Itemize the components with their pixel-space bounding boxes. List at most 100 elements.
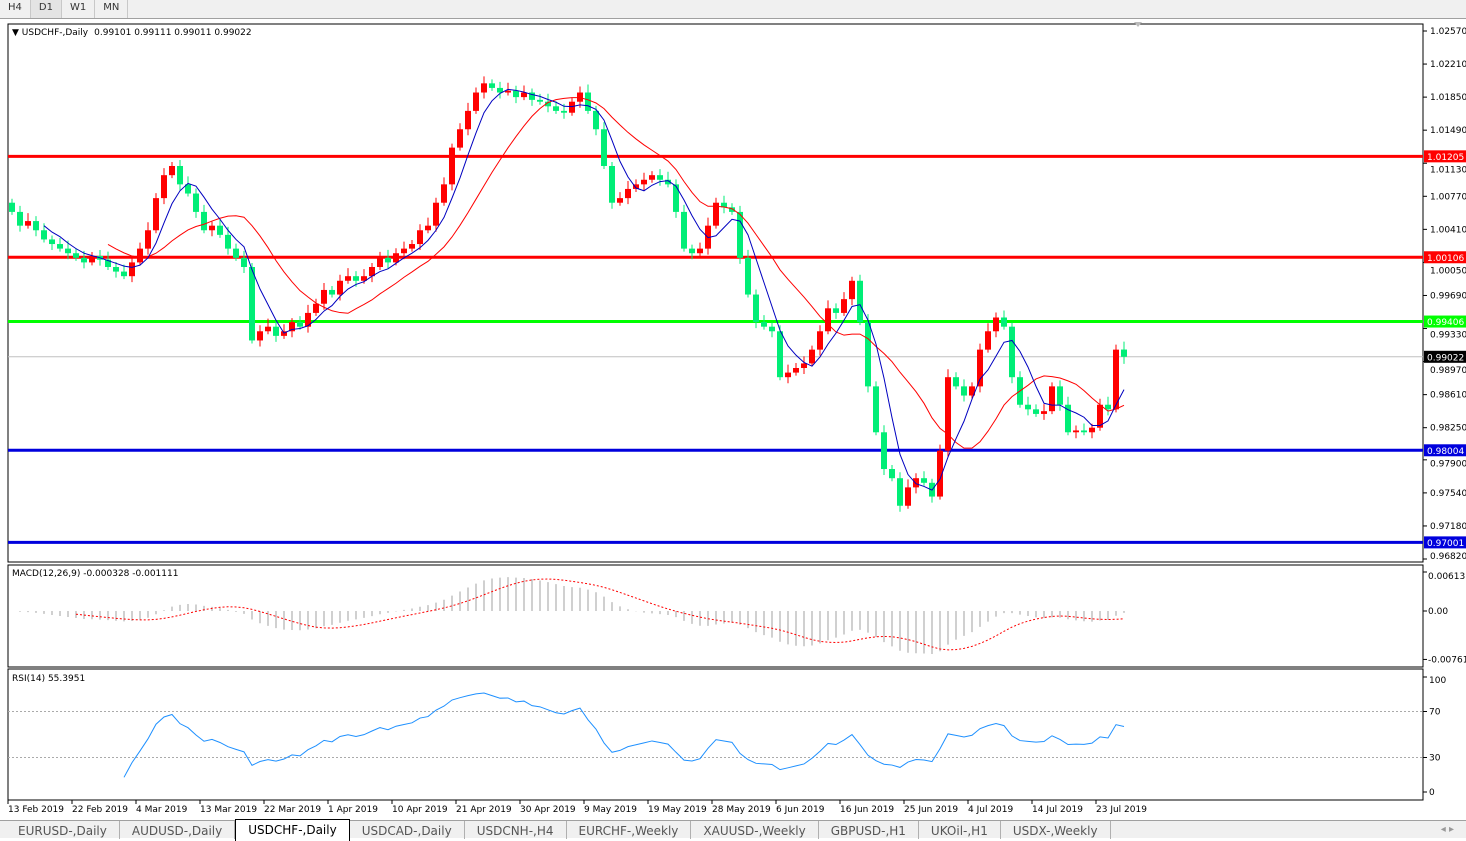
candle-body bbox=[873, 386, 879, 433]
tab-scroll-arrows-icon[interactable]: ◂ ▸ bbox=[1440, 824, 1454, 835]
candle-body bbox=[953, 377, 959, 387]
date-tick-label: 1 Apr 2019 bbox=[328, 805, 378, 815]
candle-body bbox=[809, 349, 815, 364]
candle-body bbox=[1001, 317, 1007, 327]
candle-body bbox=[65, 248, 71, 254]
candle-body bbox=[697, 248, 703, 254]
date-tick-label: 19 May 2019 bbox=[648, 805, 707, 815]
rsi-label: RSI(14) 55.3951 bbox=[12, 674, 85, 684]
price-tick-label: 0.97180 bbox=[1430, 522, 1466, 532]
candle-body bbox=[601, 129, 607, 166]
chart-tab[interactable]: AUDUSD-,Daily bbox=[120, 821, 236, 839]
level-price-badge bbox=[1424, 444, 1466, 457]
level-price-label: 1.01205 bbox=[1427, 153, 1464, 163]
chart-tab[interactable]: USDX-,Weekly bbox=[1001, 821, 1111, 839]
candle-body bbox=[137, 248, 143, 263]
candle-body bbox=[857, 280, 863, 323]
date-tick-label: 9 May 2019 bbox=[584, 805, 637, 815]
price-tick-label: 1.00050 bbox=[1430, 266, 1466, 276]
rsi-tick-label: 0 bbox=[1429, 788, 1435, 798]
price-tick-label: 0.96820 bbox=[1430, 552, 1466, 562]
rsi-panel bbox=[7, 668, 1424, 801]
candle-body bbox=[81, 257, 87, 263]
candle-body bbox=[1089, 427, 1095, 433]
candle-body bbox=[233, 248, 239, 258]
date-tick-label: 10 Apr 2019 bbox=[392, 805, 448, 815]
candle-body bbox=[1033, 409, 1039, 414]
candle-body bbox=[689, 248, 695, 254]
candle-body bbox=[209, 225, 215, 231]
candle-body bbox=[417, 230, 423, 245]
date-tick-label: 4 Mar 2019 bbox=[136, 805, 188, 815]
level-price-badge bbox=[1424, 150, 1466, 163]
candle-body bbox=[449, 147, 455, 185]
candle-body bbox=[169, 165, 175, 176]
date-tick-label: 14 Jul 2019 bbox=[1032, 805, 1083, 815]
chart-tab[interactable]: USDCNH-,H4 bbox=[465, 821, 567, 839]
candle-body bbox=[1105, 404, 1111, 410]
candle-body bbox=[985, 331, 991, 350]
level-price-badge bbox=[1424, 251, 1466, 264]
chart-tab[interactable]: USDCHF-,Daily bbox=[235, 819, 350, 841]
symbol-label: USDCHF-,Daily bbox=[22, 28, 89, 38]
timeframe-h4[interactable]: H4 bbox=[0, 0, 31, 18]
candle-body bbox=[289, 322, 295, 332]
candle-body bbox=[145, 230, 151, 249]
rsi-tick-label: 100 bbox=[1429, 676, 1446, 686]
candle-body bbox=[481, 83, 487, 93]
level-price-badge bbox=[1424, 315, 1466, 328]
date-tick-label: 21 Apr 2019 bbox=[456, 805, 512, 815]
candle-body bbox=[313, 303, 319, 313]
candle-body bbox=[665, 179, 671, 185]
candle-body bbox=[265, 326, 271, 332]
chart-tabs: EURUSD-,Daily AUDUSD-,Daily USDCHF-,Daily U… bbox=[0, 819, 1466, 841]
candle-body bbox=[849, 280, 855, 300]
chart-tab[interactable]: GBPUSD-,H1 bbox=[819, 821, 919, 839]
chart-tab[interactable]: EURCHF-,Weekly bbox=[567, 821, 692, 839]
level-price-badge bbox=[1424, 536, 1466, 549]
candle-body bbox=[921, 478, 927, 483]
candle-body bbox=[73, 253, 79, 258]
candle-body bbox=[225, 234, 231, 249]
candle-body bbox=[121, 271, 127, 277]
candle-body bbox=[1081, 430, 1087, 433]
chart-tab[interactable]: USDCAD-,Daily bbox=[350, 821, 465, 839]
candle-body bbox=[945, 377, 951, 451]
candle-body bbox=[393, 253, 399, 263]
candle-body bbox=[777, 331, 783, 378]
chart-tab[interactable]: EURUSD-,Daily bbox=[6, 821, 120, 839]
candle-body bbox=[609, 165, 615, 203]
candle-body bbox=[49, 239, 55, 245]
candle-body bbox=[113, 266, 119, 272]
candle-body bbox=[649, 175, 655, 180]
chart-tab[interactable]: UKOil-,H1 bbox=[919, 821, 1001, 839]
candle-body bbox=[817, 331, 823, 350]
candle-body bbox=[57, 244, 63, 249]
timeframe-d1[interactable]: D1 bbox=[30, 0, 62, 18]
candle-body bbox=[401, 248, 407, 254]
price-tick-label: 1.00770 bbox=[1430, 192, 1466, 202]
candle-body bbox=[969, 386, 975, 396]
rsi-line bbox=[123, 692, 1125, 778]
candle-body bbox=[1073, 430, 1079, 433]
timeframe-w1[interactable]: W1 bbox=[62, 0, 96, 18]
candle-body bbox=[497, 87, 503, 93]
rsi-tick-label: 30 bbox=[1429, 754, 1441, 764]
candle-body bbox=[297, 322, 303, 327]
candle-body bbox=[361, 276, 367, 281]
price-chart[interactable]: 1.02570 1.02210 1.01850 1.01490 1.01130 1.007… bbox=[0, 19, 1466, 819]
candle-body bbox=[865, 322, 871, 387]
price-tick-label: 1.02570 bbox=[1430, 27, 1466, 37]
candle-body bbox=[833, 308, 839, 313]
candle-body bbox=[793, 368, 799, 373]
price-tick-label: 0.97900 bbox=[1430, 459, 1466, 469]
candle-body bbox=[353, 276, 359, 281]
candle-body bbox=[553, 106, 559, 111]
candle-body bbox=[369, 266, 375, 277]
candle-body bbox=[33, 221, 39, 231]
chart-tab[interactable]: XAUUSD-,Weekly bbox=[691, 821, 819, 839]
price-tick-label: 1.01850 bbox=[1430, 93, 1466, 103]
ma-fast-line bbox=[43, 88, 1125, 491]
timeframe-mn[interactable]: MN bbox=[95, 0, 129, 18]
candle-body bbox=[937, 450, 943, 497]
